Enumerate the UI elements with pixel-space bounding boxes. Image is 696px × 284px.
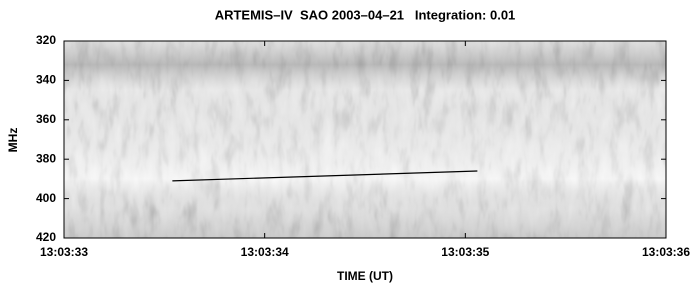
spectrogram-image xyxy=(64,41,666,238)
y-tick-label: 340 xyxy=(36,73,56,87)
y-tick-label: 400 xyxy=(36,191,56,205)
x-axis-label: TIME (UT) xyxy=(337,269,393,283)
x-tick-label: 13:03:33 xyxy=(40,245,88,259)
y-tick-label: 420 xyxy=(36,230,56,244)
chart-title: ARTEMIS–IV SAO 2003–04–21 Integration: 0… xyxy=(215,7,516,22)
y-tick-label: 380 xyxy=(36,151,56,165)
y-tick-label: 360 xyxy=(36,112,56,126)
chart: ARTEMIS–IV SAO 2003–04–21 Integration: 0… xyxy=(0,0,696,284)
x-tick-label: 13:03:35 xyxy=(441,245,489,259)
x-tick-label: 13:03:34 xyxy=(241,245,289,259)
y-tick-label: 320 xyxy=(36,33,56,47)
y-axis-label: MHz xyxy=(6,128,20,153)
x-tick-label: 13:03:36 xyxy=(642,245,690,259)
